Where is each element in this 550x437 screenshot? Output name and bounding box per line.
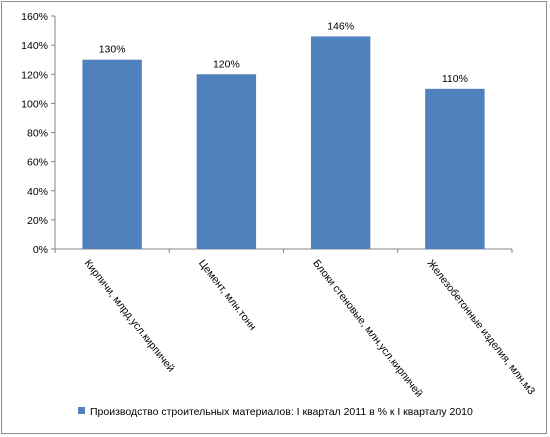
legend-label: Производство строительных материалов: I …	[90, 406, 473, 418]
y-tick-label: 60%	[27, 157, 48, 169]
bars	[82, 36, 485, 250]
y-tick-label: 160%	[21, 11, 48, 23]
y-tick-label: 40%	[27, 186, 48, 198]
category-label: Цемент, млн.тонн	[196, 257, 259, 332]
bar	[82, 59, 142, 249]
legend-swatch	[78, 407, 85, 414]
category-labels: Кирпичи, млрд.усл.кирпичей Цемент, млн.то…	[82, 257, 538, 399]
category-label: Кирпичи, млрд.усл.кирпичей	[82, 257, 177, 374]
bar	[425, 88, 485, 249]
data-labels: 130% 120% 146% 110%	[99, 20, 468, 84]
y-tick-label: 80%	[27, 128, 48, 140]
data-label: 130%	[99, 44, 126, 56]
y-tick-label: 120%	[21, 69, 48, 81]
data-label: 110%	[442, 73, 468, 85]
category-label: Блоки стеновые, млн.усл.кирпичей	[310, 257, 425, 399]
bar	[196, 74, 257, 249]
data-label: 146%	[327, 20, 354, 32]
bar	[310, 36, 371, 250]
y-tick-label: 0%	[33, 244, 48, 256]
legend: Производство строительных материалов: I …	[78, 406, 473, 418]
y-tick-label: 100%	[21, 98, 48, 110]
data-label: 120%	[213, 58, 240, 70]
y-tick-label: 140%	[21, 40, 48, 52]
y-tick-label: 20%	[27, 215, 48, 227]
category-label: Железобетонные изделия, млн.м3	[425, 257, 538, 397]
